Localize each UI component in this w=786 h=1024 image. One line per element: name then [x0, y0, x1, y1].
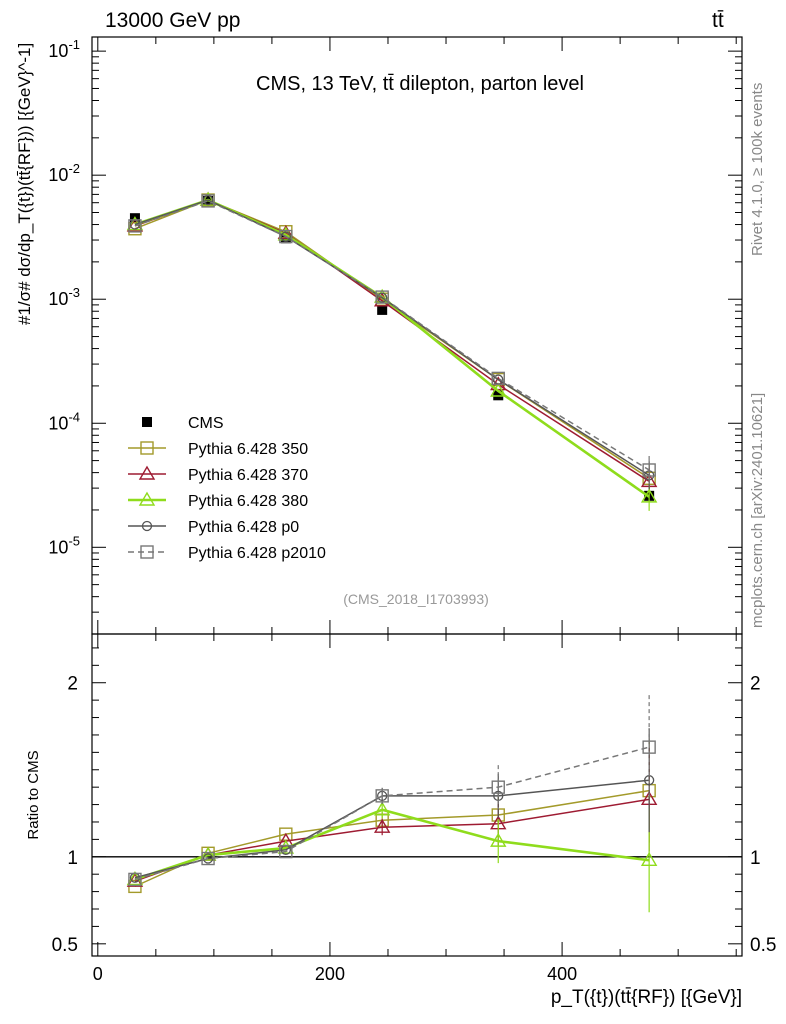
ratio-4-point	[642, 740, 656, 754]
ratio-plot-frame	[91, 633, 743, 957]
series-line-2	[134, 199, 650, 483]
main-plot-title: CMS, 13 TeV, tt̄ dilepton, parton level	[256, 73, 584, 95]
y-tick-label: 10-2	[48, 161, 80, 185]
ratio-4-point	[491, 780, 505, 794]
ratio-2-point	[199, 846, 217, 861]
ratio-2-point	[640, 851, 658, 866]
series-3-point	[640, 488, 658, 503]
series-5-point	[642, 463, 656, 477]
ratio-y-tick-label-right: 2	[750, 674, 761, 695]
legend-label: Pythia 6.428 p0	[188, 519, 299, 536]
y-tick-label: 10-5	[48, 533, 80, 557]
y-tick-label: 10-3	[48, 285, 80, 309]
ratio-y-tick-label-left: 2	[67, 674, 78, 695]
y-tick-label: 10-1	[48, 37, 80, 61]
x-axis-label: p_T({t})(tt̄{RF}) [{GeV}]	[551, 987, 742, 1008]
series-3-point	[490, 382, 507, 397]
legend-label: Pythia 6.428 380	[188, 493, 308, 510]
series-5-point	[128, 219, 142, 233]
ratio-y-tick-label-right: 1	[750, 848, 761, 869]
mcplots-source-label: mcplots.cern.ch [arXiv:2401.10621]	[749, 393, 766, 628]
ratio-4-point	[201, 851, 215, 866]
legend-marker	[141, 520, 153, 532]
ratio-series-group	[126, 695, 658, 913]
legend-marker	[140, 545, 154, 559]
legend-label: Pythia 6.428 p2010	[188, 545, 326, 562]
series-line-5	[134, 200, 650, 471]
ratio-y-axis-label: Ratio to CMS	[25, 750, 42, 839]
main-y-axis-label: #1/σ# dσ/dp_T({t})(tt̄{RF})) [{GeV}^-1]	[15, 43, 34, 325]
ratio-2-point	[373, 801, 391, 816]
ratio-y-tick-label-right: 0.5	[750, 935, 776, 956]
series-0-point	[377, 304, 388, 315]
legend-label: Pythia 6.428 370	[188, 467, 308, 484]
legend: CMS Pythia 6.428 350 Pythia 6.428 370 Pythi…	[128, 415, 326, 562]
series-line-1	[134, 199, 650, 479]
ratio-y-ticks: 0.5 0.5 1 1 2 2	[52, 647, 776, 956]
main-panel: CMS, 13 TeV, tt̄ dilepton, parton level …	[15, 36, 743, 635]
series-5-point	[279, 229, 293, 244]
ratio-1-point	[373, 818, 391, 833]
ratio-4-point	[375, 789, 389, 803]
header-left-label: 13000 GeV pp	[105, 9, 240, 32]
series-4-point	[377, 292, 388, 303]
ratio-line-4	[134, 746, 650, 881]
main-series-group	[126, 191, 658, 511]
legend-marker	[138, 465, 156, 480]
series-5-point	[491, 371, 505, 386]
ratio-4-point	[279, 844, 293, 859]
legend-label: CMS	[188, 415, 224, 432]
ratio-line-2	[134, 808, 650, 881]
ratio-2-point	[490, 832, 507, 847]
analysis-id-label: (CMS_2018_I1703993)	[343, 591, 489, 607]
ratio-y-tick-label-left: 0.5	[52, 935, 78, 956]
x-tick-label: 200	[315, 964, 345, 984]
header-right-label: tt̄	[712, 9, 724, 32]
rivet-version-label: Rivet 4.1.0, ≥ 100k events	[749, 83, 766, 256]
series-5-point	[201, 194, 215, 208]
ratio-y-tick-label-left: 1	[67, 848, 78, 869]
x-ticks: 0 200 400	[93, 37, 737, 984]
ratio-4-point	[128, 872, 142, 887]
legend-marker	[138, 491, 156, 506]
main-y-ticks: 10-5 10-4 10-3 10-2 10-1	[48, 37, 742, 635]
legend-label: Pythia 6.428 350	[188, 441, 308, 458]
x-tick-label: 400	[547, 964, 577, 984]
legend-marker	[142, 417, 152, 427]
series-line-4	[134, 199, 650, 477]
series-5-point	[375, 290, 389, 304]
series-4-point	[280, 231, 291, 242]
ratio-panel: Ratio to CMS 0.5 0.5 1 1 2 2 0 200 400 p_T({t})…	[25, 37, 776, 1008]
y-tick-label: 10-4	[48, 409, 80, 433]
ratio-line-0	[134, 789, 650, 888]
x-tick-label: 0	[93, 964, 103, 984]
legend-marker	[140, 441, 154, 455]
